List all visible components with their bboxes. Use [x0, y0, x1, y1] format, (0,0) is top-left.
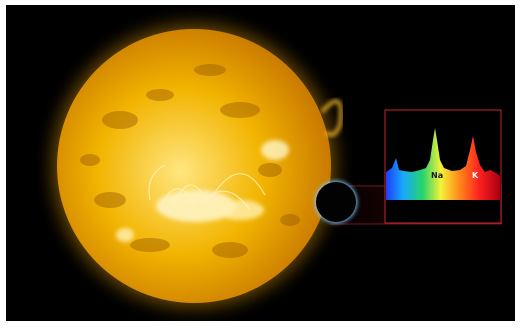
sun-icon	[42, 14, 346, 318]
na-peak-label: Na	[431, 171, 443, 180]
spectrum-band	[386, 182, 500, 200]
k-peak-label: K	[472, 171, 479, 180]
spectrum-panel: Na K	[384, 109, 502, 224]
planet-icon	[315, 181, 357, 223]
spectrum-frame	[384, 109, 502, 224]
